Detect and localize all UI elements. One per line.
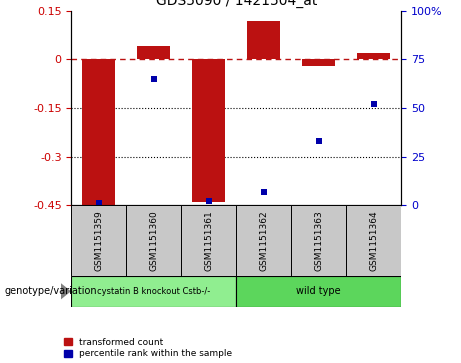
Text: GSM1151363: GSM1151363 (314, 210, 323, 271)
Legend: transformed count, percentile rank within the sample: transformed count, percentile rank withi… (65, 338, 232, 359)
Bar (71, 205, 126, 276)
Text: GSM1151362: GSM1151362 (259, 210, 268, 271)
Text: GSM1151359: GSM1151359 (95, 210, 103, 271)
Bar (236, 205, 291, 276)
Bar (291, 205, 346, 276)
Bar (71, 276, 236, 307)
Bar (181, 205, 236, 276)
Bar (83, 60, 115, 205)
Bar (247, 21, 280, 60)
Text: GSM1151360: GSM1151360 (149, 210, 159, 271)
Polygon shape (61, 283, 71, 299)
Bar (137, 46, 171, 60)
Text: cystatin B knockout Cstb-/-: cystatin B knockout Cstb-/- (97, 287, 211, 296)
Bar (302, 60, 335, 66)
Text: GSM1151361: GSM1151361 (204, 210, 213, 271)
Text: genotype/variation: genotype/variation (5, 286, 97, 296)
Bar (346, 205, 401, 276)
Bar (126, 205, 181, 276)
Title: GDS5090 / 1421504_at: GDS5090 / 1421504_at (155, 0, 317, 8)
Bar (357, 53, 390, 60)
Bar (236, 276, 401, 307)
Bar (192, 60, 225, 202)
Text: wild type: wild type (296, 286, 341, 296)
Text: GSM1151364: GSM1151364 (369, 210, 378, 271)
